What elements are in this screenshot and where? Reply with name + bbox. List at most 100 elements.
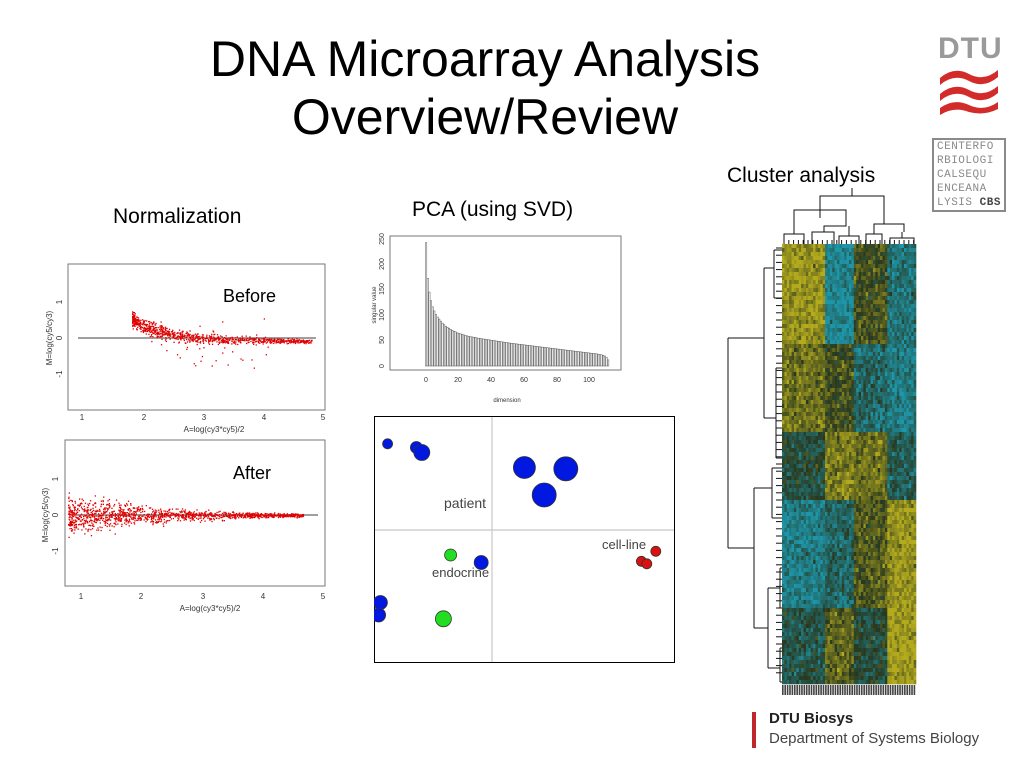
ma-before-point (287, 340, 289, 342)
heatmap-cell (853, 368, 857, 373)
heatmap-cell (827, 252, 831, 257)
heatmap-cell (786, 320, 790, 325)
heatmap-cell (834, 296, 838, 301)
ma-before-point (186, 331, 188, 333)
heatmap-cell (786, 312, 790, 317)
heatmap-cell (849, 276, 852, 281)
heatmap-cell (825, 248, 828, 253)
heatmap-cell (782, 288, 785, 293)
heatmap-cell (834, 352, 838, 357)
heatmap-cell (837, 272, 840, 277)
heatmap-cell (782, 260, 785, 265)
ma-after-point (76, 517, 78, 520)
ma-after-point (154, 512, 156, 514)
heatmap-cell (798, 392, 802, 397)
heatmap-cell (829, 268, 833, 273)
heatmap-cell (860, 328, 864, 333)
ma-after-point (106, 519, 108, 521)
ma-after-point (125, 512, 127, 514)
heatmap-cell (782, 248, 785, 253)
heatmap-cell (786, 316, 790, 321)
heatmap-cell (858, 256, 862, 261)
heatmap-cell (870, 280, 874, 285)
heatmap-cell (793, 412, 797, 417)
heatmap-cell (860, 408, 864, 413)
ma-before-point (264, 336, 267, 338)
heatmap-cell (801, 388, 804, 393)
ma-after-point (165, 516, 167, 518)
ma-before-point (152, 332, 154, 335)
heatmap-cell (841, 344, 845, 349)
heatmap-cell (815, 268, 819, 273)
ma-before-point (295, 341, 297, 343)
heatmap-cell (827, 364, 831, 369)
heatmap-cell (803, 284, 807, 289)
heatmap-cell (901, 408, 905, 413)
heatmap-cell (798, 344, 802, 349)
heatmap-cell (786, 352, 790, 357)
ma-before-point (280, 339, 282, 342)
ma-after-point (119, 515, 121, 517)
heatmap-cell (786, 284, 790, 289)
heatmap-cell (882, 300, 886, 305)
heatmap-cell (908, 408, 912, 413)
heatmap-cell (822, 396, 826, 401)
heatmap-cell (911, 404, 914, 409)
heatmap-cell (815, 384, 819, 389)
heatmap-cell (837, 352, 840, 357)
heatmap-cell (841, 296, 845, 301)
heatmap-cell (889, 348, 893, 353)
ma-after-point (95, 518, 97, 520)
heatmap-cell (906, 308, 910, 313)
heatmap-cell (858, 284, 862, 289)
ma-after-point (157, 517, 160, 519)
heatmap-cell (846, 252, 850, 257)
ma-after-point (87, 529, 89, 531)
ma-before-point (139, 327, 141, 330)
ma-after-point (124, 519, 126, 521)
heatmap-cell (863, 276, 867, 281)
ma-after-point (139, 517, 142, 520)
heatmap-cell (872, 308, 876, 313)
ma-before-point (145, 333, 147, 335)
ma-after-point (290, 515, 293, 517)
heatmap-cell (870, 244, 874, 249)
heatmap-cell (810, 332, 814, 337)
scree-bar (431, 306, 434, 367)
ma-after-point (152, 511, 154, 513)
heatmap-cell (820, 252, 823, 257)
ma-before-point (138, 323, 140, 325)
heatmap-cell (832, 316, 835, 321)
heatmap-cell (827, 244, 831, 249)
heatmap-cell (832, 360, 835, 365)
heatmap-cell (872, 280, 876, 285)
heatmap-cell (849, 280, 852, 285)
heatmap-cell (839, 312, 843, 317)
heatmap-cell (808, 412, 812, 417)
ma-after-point (74, 500, 76, 503)
heatmap-cell (786, 416, 790, 421)
heatmap-cell (810, 320, 814, 325)
heatmap-cell (877, 340, 881, 345)
heatmap-cell (872, 324, 876, 329)
ma-after-xtick: 4 (261, 592, 266, 601)
ma-after-point (132, 516, 134, 519)
ma-after-point (152, 517, 154, 520)
heatmap-cell (801, 416, 804, 421)
heatmap-cell (817, 360, 821, 365)
heatmap-cell (880, 344, 883, 349)
heatmap-cell (793, 404, 797, 409)
heatmap-cell (865, 308, 869, 313)
heatmap-cell (908, 356, 912, 361)
heatmap-cell (896, 344, 900, 349)
ma-before-point (172, 333, 174, 336)
ma-after-point (74, 506, 76, 508)
ma-after-point (219, 510, 221, 512)
heatmap-cell (899, 408, 902, 413)
heatmap-cell (906, 372, 910, 377)
heatmap-cell (851, 244, 855, 249)
ma-before-point (175, 338, 178, 340)
ma-after-point (259, 515, 261, 518)
ma-after-point (95, 506, 97, 508)
ma-before-point (302, 340, 304, 342)
